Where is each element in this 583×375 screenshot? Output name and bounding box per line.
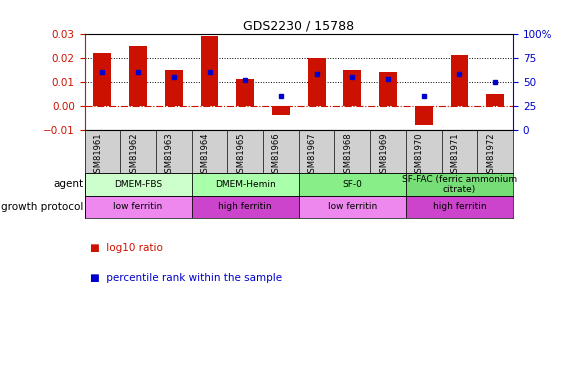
Text: GSM81965: GSM81965 (236, 132, 245, 177)
Text: GSM81964: GSM81964 (201, 132, 209, 177)
Text: GSM81970: GSM81970 (415, 132, 424, 177)
Bar (129, 46, 147, 106)
Bar (406, 196, 513, 217)
Title: GDS2230 / 15788: GDS2230 / 15788 (243, 20, 354, 33)
Bar (415, 106, 433, 125)
Text: GSM81969: GSM81969 (379, 132, 388, 177)
Text: GSM81972: GSM81972 (486, 132, 495, 177)
Text: GSM81962: GSM81962 (129, 132, 138, 177)
Text: GSM81966: GSM81966 (272, 132, 281, 178)
Bar (93, 53, 111, 106)
Text: DMEM-Hemin: DMEM-Hemin (215, 180, 276, 189)
Text: DMEM-FBS: DMEM-FBS (114, 180, 162, 189)
Text: high ferritin: high ferritin (433, 202, 486, 211)
Bar (192, 172, 298, 196)
Text: low ferritin: low ferritin (328, 202, 377, 211)
Bar (192, 196, 298, 217)
Bar (236, 80, 254, 106)
Bar (406, 172, 513, 196)
Text: ■  percentile rank within the sample: ■ percentile rank within the sample (90, 273, 283, 283)
Bar (85, 172, 192, 196)
Text: GSM81967: GSM81967 (308, 132, 317, 178)
Bar (486, 94, 504, 106)
Text: SF-0: SF-0 (342, 180, 362, 189)
Bar (451, 56, 468, 106)
Text: GSM81971: GSM81971 (451, 132, 459, 177)
Text: ■  log10 ratio: ■ log10 ratio (90, 243, 163, 253)
Bar (298, 172, 406, 196)
Text: GSM81963: GSM81963 (165, 132, 174, 178)
Bar (308, 58, 325, 106)
Bar (201, 36, 219, 106)
Text: agent: agent (54, 179, 84, 189)
Bar (165, 70, 182, 106)
Text: GSM81968: GSM81968 (343, 132, 352, 178)
Text: SF-FAC (ferric ammonium
citrate): SF-FAC (ferric ammonium citrate) (402, 175, 517, 194)
Bar (343, 70, 361, 106)
Text: GSM81961: GSM81961 (93, 132, 103, 177)
Text: low ferritin: low ferritin (114, 202, 163, 211)
Bar (85, 196, 192, 217)
Text: high ferritin: high ferritin (219, 202, 272, 211)
Bar (272, 106, 290, 116)
Bar (379, 72, 397, 106)
Text: growth protocol: growth protocol (1, 202, 84, 212)
Bar (298, 196, 406, 217)
